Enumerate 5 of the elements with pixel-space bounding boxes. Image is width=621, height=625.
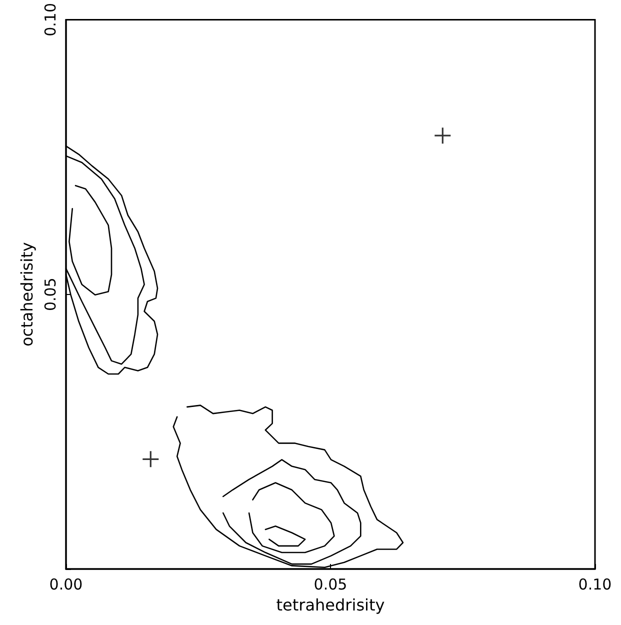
y-axis-title: octahedrisity [18,242,37,347]
x-tick-label: 0.00 [49,576,83,594]
x-tick-label: 0.10 [578,576,612,594]
x-tick-label: 0.05 [314,576,348,594]
x-axis-title: tetrahedrisity [276,596,385,614]
